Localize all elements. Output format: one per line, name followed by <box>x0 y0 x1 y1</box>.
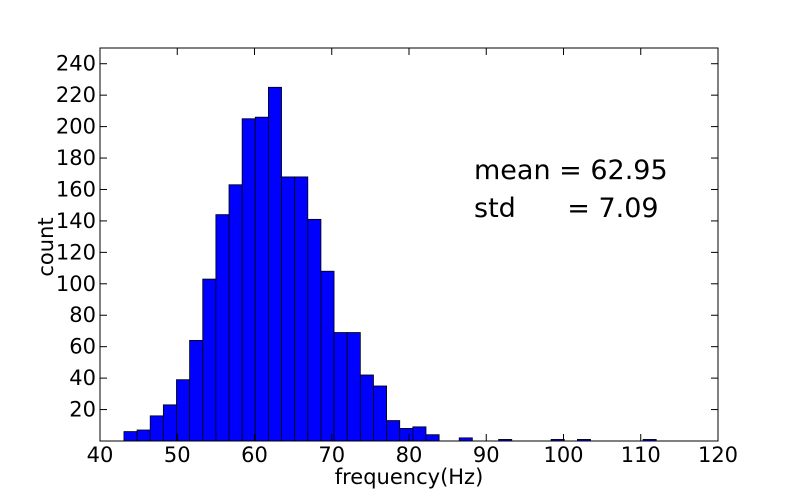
histogram-bar <box>202 278 217 442</box>
histogram-bar <box>189 339 204 442</box>
x-tick-label: 70 <box>318 443 345 467</box>
x-tick-label: 40 <box>87 443 114 467</box>
y-tick-label: 220 <box>56 83 96 107</box>
y-axis-label: count <box>34 217 58 276</box>
histogram-bar <box>386 420 401 442</box>
plot-frame <box>99 47 719 442</box>
histogram-bar <box>399 428 414 442</box>
y-tick-label: 80 <box>69 303 96 327</box>
y-tick-label: 200 <box>56 115 96 139</box>
ticks-group <box>99 48 719 441</box>
x-axis-label: frequency(Hz) <box>335 465 484 489</box>
histogram-bar <box>215 214 230 442</box>
histogram-bar <box>333 332 348 442</box>
histogram-bar <box>307 218 322 442</box>
histogram-bar <box>267 86 282 442</box>
histogram-bar <box>136 429 151 442</box>
histogram-bar <box>359 374 374 442</box>
x-tick-label: 80 <box>396 443 423 467</box>
x-tick-label: 100 <box>543 443 583 467</box>
histogram-bar <box>123 431 138 442</box>
x-tick-label: 50 <box>164 443 191 467</box>
x-tick-label: 60 <box>241 443 268 467</box>
y-tick-label: 160 <box>56 177 96 201</box>
mean-annotation: mean = 62.95 <box>474 155 668 186</box>
histogram-bar <box>346 332 361 442</box>
x-tick-label: 110 <box>621 443 661 467</box>
histogram-bar <box>254 116 269 442</box>
y-tick-label: 100 <box>56 272 96 296</box>
x-tick-label: 120 <box>698 443 738 467</box>
histogram-bar <box>241 118 256 442</box>
y-tick-label: 240 <box>56 52 96 76</box>
y-tick-label: 140 <box>56 209 96 233</box>
histogram-bar <box>281 176 296 442</box>
x-tick-labels: 40 50 60 70 80 90 100 110 120 <box>87 443 738 467</box>
x-tick-label: 90 <box>473 443 500 467</box>
histogram-bar <box>149 415 164 442</box>
histogram-bar <box>162 404 177 442</box>
histogram-bar <box>294 176 309 442</box>
y-tick-label: 60 <box>69 335 96 359</box>
y-tick-label: 20 <box>69 398 96 422</box>
std-annotation: std = 7.09 <box>474 193 659 224</box>
histogram-bar <box>412 426 427 442</box>
histogram-bar <box>176 379 191 442</box>
y-tick-label: 120 <box>56 240 96 264</box>
histogram-bar <box>425 434 440 442</box>
y-tick-labels: 20 40 60 80 100 120 140 160 180 200 220 240 <box>56 52 96 422</box>
histogram-bar <box>228 184 243 442</box>
bars-group <box>123 86 657 442</box>
y-tick-label: 180 <box>56 146 96 170</box>
y-tick-label: 40 <box>69 366 96 390</box>
histogram-bar <box>373 385 388 442</box>
histogram-bar <box>320 270 335 442</box>
